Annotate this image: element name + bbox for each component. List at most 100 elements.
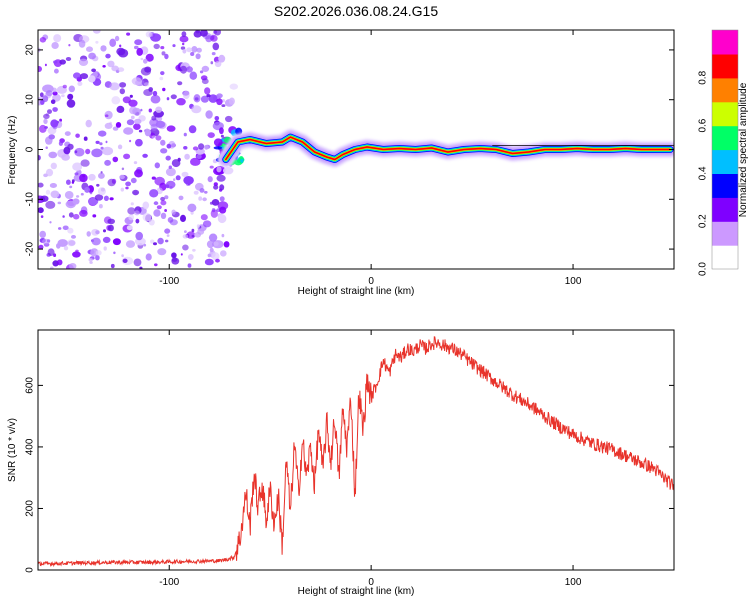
noise-speckle [38, 207, 44, 214]
noise-speckle [150, 33, 154, 37]
noise-speckle [209, 247, 214, 253]
noise-speckle [204, 144, 209, 150]
noise-speckle [161, 51, 166, 56]
noise-speckle [43, 113, 50, 119]
noise-speckle [179, 35, 189, 43]
noise-speckle [155, 106, 163, 113]
noise-speckle [180, 253, 183, 256]
noise-speckle [134, 169, 143, 178]
noise-speckle [44, 63, 47, 67]
spectrogram-ridge [217, 129, 674, 168]
noise-speckle [133, 161, 138, 165]
noise-speckle [182, 90, 190, 100]
spectrogram-y-ticks: -20 -10 0 10 20 [25, 44, 674, 256]
noise-speckle [96, 183, 100, 187]
noise-speckle [128, 214, 135, 221]
onset-blob [213, 146, 223, 150]
noise-speckle [89, 191, 93, 195]
noise-speckle [89, 261, 93, 264]
noise-speckle [214, 30, 221, 36]
colorbar-segment [712, 197, 738, 222]
noise-speckle [212, 42, 220, 51]
noise-speckle [191, 234, 195, 238]
colorbar-ticks: 0.0 0.2 0.4 0.6 0.8 [698, 70, 709, 276]
noise-speckle [165, 239, 169, 243]
noise-speckle [196, 154, 202, 160]
noise-speckle [208, 233, 218, 242]
noise-speckle [57, 239, 68, 247]
noise-speckle [116, 47, 126, 56]
noise-speckle [197, 228, 205, 235]
noise-speckle [97, 187, 106, 196]
noise-speckle [214, 116, 220, 121]
noise-speckle [130, 202, 134, 206]
noise-speckle [133, 118, 142, 125]
noise-speckle [145, 53, 154, 62]
noise-speckle [191, 105, 202, 114]
noise-speckle [107, 60, 115, 68]
noise-speckle [105, 140, 108, 144]
noise-speckle [110, 263, 115, 269]
noise-speckle [183, 132, 187, 137]
noise-speckle [129, 94, 133, 98]
noise-speckle [52, 107, 58, 112]
noise-speckle [195, 147, 205, 155]
noise-speckle [155, 120, 166, 128]
noise-speckle [207, 132, 215, 139]
noise-speckle [126, 119, 135, 126]
noise-speckle [62, 84, 67, 89]
spectrogram-x-label: Height of straight line (km) [298, 286, 415, 297]
noise-speckle [204, 190, 208, 194]
noise-speckle [219, 196, 225, 202]
noise-speckle [173, 178, 176, 182]
noise-speckle [45, 136, 53, 145]
noise-speckle [104, 110, 113, 120]
noise-speckle [154, 162, 160, 169]
noise-speckle [191, 46, 198, 53]
noise-speckle [153, 43, 160, 50]
noise-speckle [95, 40, 99, 44]
noise-speckle [50, 119, 59, 128]
noise-speckle [47, 109, 52, 114]
noise-speckle [162, 87, 166, 92]
noise-speckle [186, 231, 196, 239]
noise-speckle [88, 173, 96, 181]
colorbar-segment [712, 53, 738, 79]
snr-y-label: SNR (10 * v/v) [7, 418, 18, 482]
noise-speckle [184, 230, 187, 234]
noise-speckle [104, 114, 109, 117]
noise-speckle [119, 174, 125, 180]
noise-speckle [88, 258, 93, 262]
noise-speckle [221, 104, 226, 107]
noise-speckle [136, 47, 143, 56]
noise-speckle [95, 230, 100, 235]
noise-speckle [180, 46, 186, 50]
noise-speckle [104, 159, 111, 166]
noise-speckle [62, 215, 65, 218]
noise-speckle [213, 182, 218, 187]
noise-speckle [86, 46, 93, 52]
noise-speckle [216, 166, 222, 173]
noise-speckle [188, 125, 197, 134]
colorbar-tick-label: 0.4 [698, 166, 709, 180]
noise-speckle [72, 162, 83, 171]
noise-speckle [200, 95, 209, 103]
noise-speckle [213, 241, 219, 246]
noise-speckle [139, 266, 143, 269]
noise-speckle [66, 99, 76, 108]
noise-speckle [93, 30, 101, 34]
noise-speckle [151, 176, 156, 180]
noise-speckle [151, 135, 156, 139]
noise-speckle [123, 153, 131, 160]
noise-speckle [99, 204, 103, 209]
noise-speckle [166, 125, 176, 132]
noise-speckle [129, 139, 132, 143]
noise-speckle [116, 105, 125, 113]
noise-speckle [143, 89, 153, 96]
colorbar-tick-label: 0.0 [698, 262, 709, 276]
noise-speckle [83, 136, 88, 141]
noise-speckle [191, 228, 195, 233]
noise-speckle [182, 42, 185, 46]
noise-speckle [133, 123, 141, 130]
